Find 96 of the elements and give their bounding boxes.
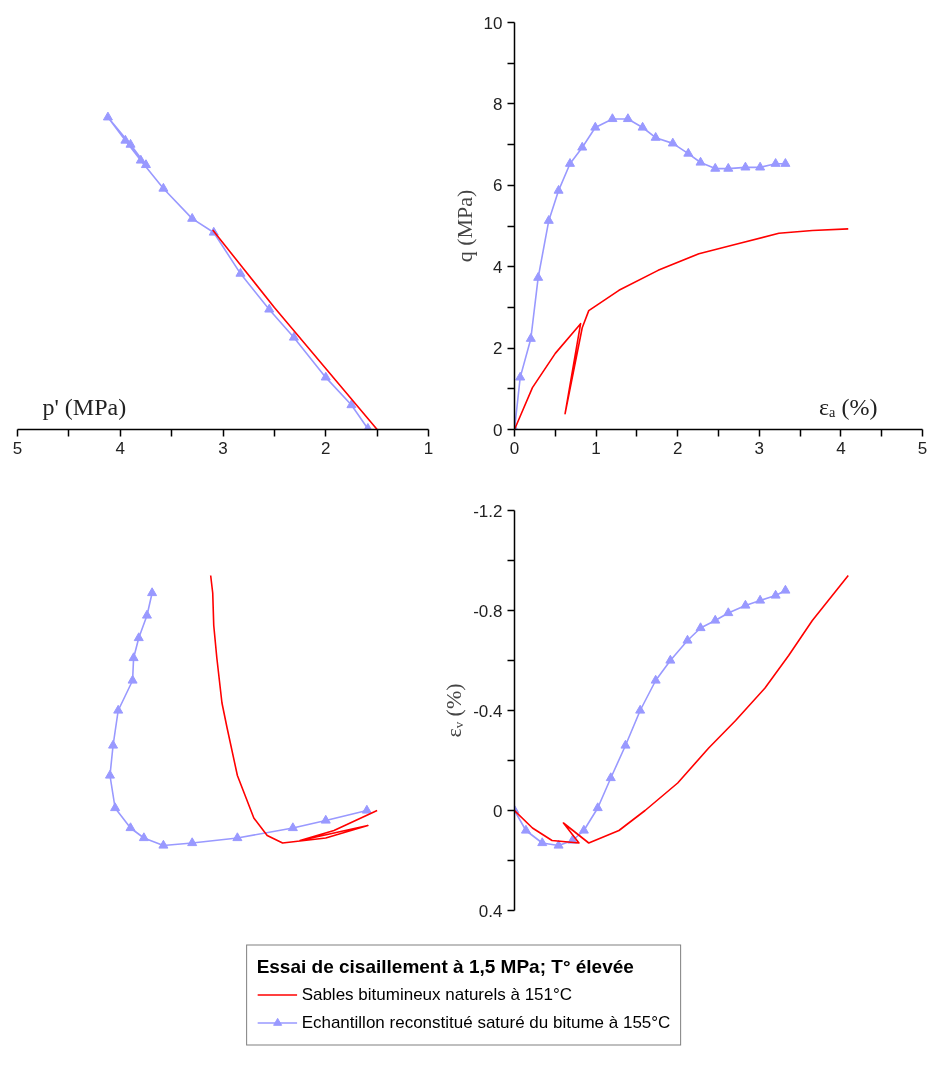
- point: [108, 739, 119, 749]
- point: [780, 158, 791, 167]
- point: [147, 587, 158, 597]
- point: [770, 589, 781, 599]
- point: [320, 814, 331, 824]
- legend-label: Sables bitumineux naturels à 151°C: [301, 983, 573, 1006]
- point: [158, 839, 169, 849]
- point: [537, 837, 548, 847]
- point: [141, 609, 152, 619]
- point: [135, 154, 146, 164]
- y-tick-label: -0.8: [473, 601, 503, 621]
- point: [288, 331, 299, 341]
- x-axis-title: p' (MPa): [42, 393, 127, 420]
- y-tick-label: 0: [493, 420, 503, 440]
- y-tick-label: -1.2: [473, 501, 503, 521]
- point: [125, 138, 136, 148]
- point: [605, 772, 616, 782]
- point: [140, 159, 151, 169]
- point: [125, 822, 136, 832]
- point: [110, 802, 121, 812]
- point: [553, 184, 564, 194]
- x-tick-label: 1: [591, 438, 601, 458]
- point: [187, 837, 198, 847]
- point: [622, 113, 633, 123]
- point: [577, 141, 588, 151]
- x-tick-label: 4: [115, 438, 125, 458]
- point: [665, 654, 676, 664]
- point: [127, 674, 138, 684]
- point: [723, 607, 734, 617]
- point: [158, 182, 169, 192]
- point: [710, 614, 721, 624]
- point: [590, 121, 601, 131]
- y-tick-label: 8: [493, 94, 503, 114]
- y-tick-label: 10: [483, 13, 503, 33]
- y-tick-label: 4: [493, 257, 503, 277]
- y-axis-title: q (MPa): [451, 189, 477, 263]
- y-tick-label: 0.4: [478, 901, 503, 921]
- x-tick-label: 2: [672, 438, 683, 458]
- point: [346, 399, 357, 409]
- point: [667, 137, 678, 147]
- x-tick-label: 5: [12, 438, 23, 458]
- point: [755, 161, 766, 171]
- point: [320, 371, 331, 381]
- point: [187, 212, 198, 222]
- x-axis-title: εₐ (%): [818, 393, 878, 420]
- legend-title: Essai de cisaillement à 1,5 MPa; T° élevée: [256, 955, 635, 978]
- point: [138, 832, 149, 842]
- point: [637, 121, 648, 131]
- point: [102, 111, 113, 121]
- y-tick-label: 0: [493, 801, 503, 821]
- point: [264, 303, 275, 313]
- point: [113, 704, 124, 714]
- point: [525, 333, 536, 342]
- x-tick-label: 3: [218, 438, 228, 458]
- x-tick-label: 3: [754, 438, 765, 458]
- point: [607, 113, 618, 123]
- y-tick-label: 6: [493, 176, 503, 196]
- point: [682, 634, 693, 644]
- point: [635, 704, 646, 714]
- point: [104, 769, 115, 779]
- point: [543, 215, 554, 224]
- point: [683, 147, 694, 157]
- point: [710, 162, 721, 172]
- x-tick-label: 5: [917, 438, 927, 458]
- y-tick-label: -0.4: [473, 701, 503, 721]
- point: [520, 824, 531, 834]
- point: [723, 162, 734, 172]
- point: [133, 632, 144, 642]
- point: [740, 161, 751, 171]
- point: [770, 158, 781, 167]
- point: [695, 622, 706, 632]
- legend-label: Echantillon reconstitué saturé du bitume à 155°C: [301, 1011, 671, 1034]
- x-tick-label: 1: [423, 438, 434, 458]
- point: [287, 822, 298, 832]
- x-tick-label: 4: [836, 438, 846, 458]
- point: [564, 158, 575, 167]
- point: [232, 832, 243, 842]
- point: [620, 739, 631, 749]
- point: [235, 267, 246, 277]
- point: [515, 371, 526, 381]
- point: [128, 652, 139, 662]
- point: [695, 156, 706, 166]
- point: [755, 594, 766, 604]
- point: [578, 824, 589, 834]
- point: [650, 131, 661, 141]
- point: [533, 271, 544, 281]
- point: [780, 584, 791, 594]
- point: [740, 599, 751, 609]
- y-axis-title: εᵥ (%): [441, 683, 467, 738]
- point: [592, 802, 603, 812]
- x-tick-label: 0: [509, 438, 520, 458]
- y-tick-label: 2: [493, 339, 503, 359]
- x-tick-label: 2: [321, 438, 331, 458]
- point: [553, 839, 564, 849]
- point: [650, 674, 661, 684]
- point: [361, 804, 372, 814]
